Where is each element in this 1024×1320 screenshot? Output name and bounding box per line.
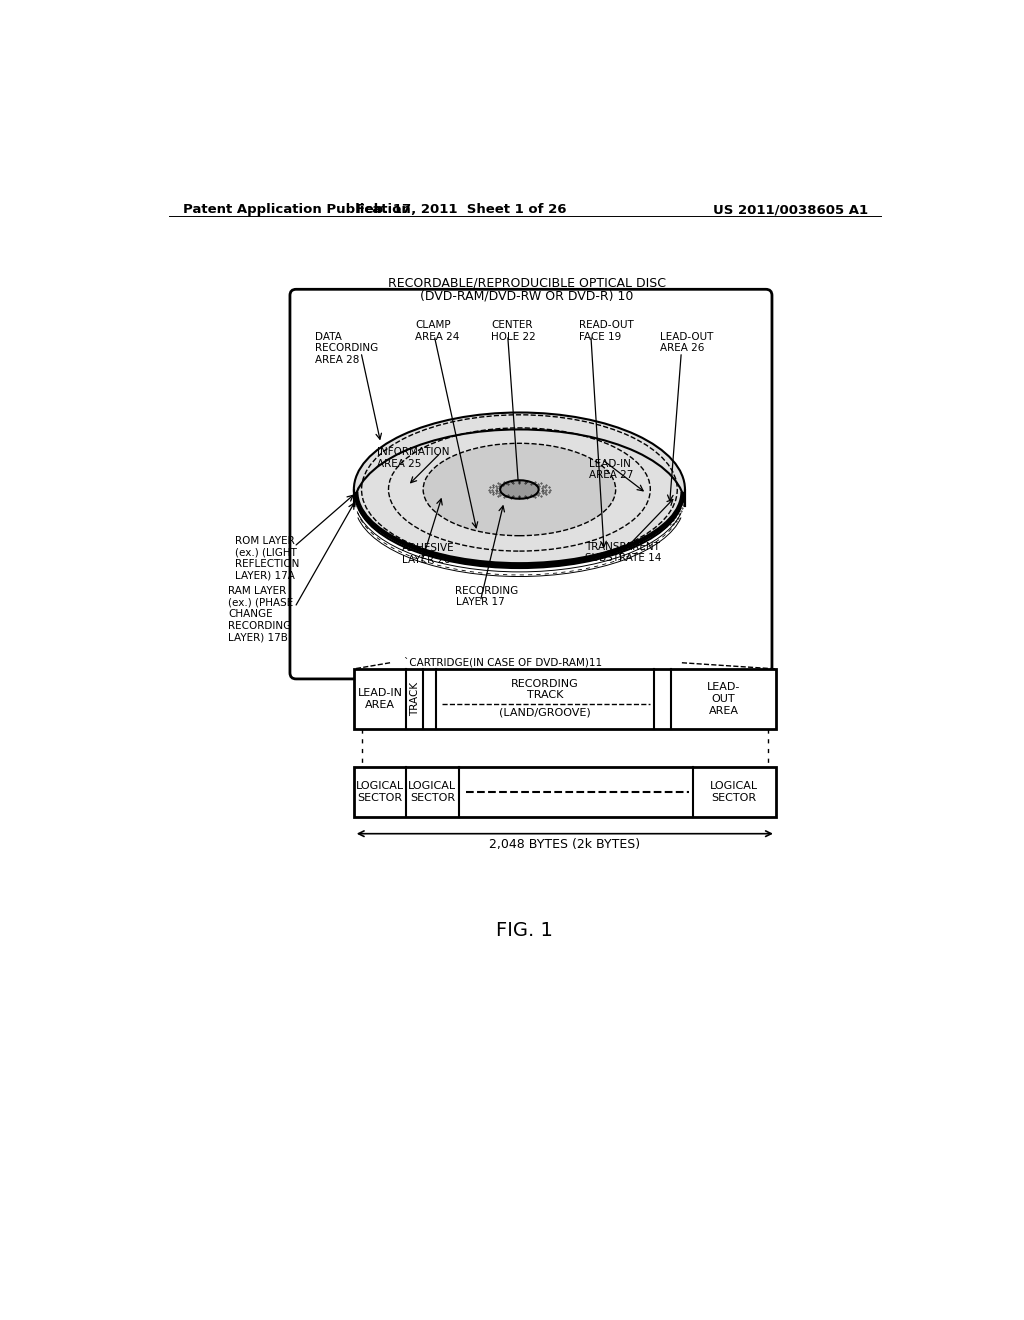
Text: CLAMP
AREA 24: CLAMP AREA 24 [416, 321, 460, 342]
Text: RECORDING
TRACK: RECORDING TRACK [511, 678, 579, 701]
Text: (DVD-RAM/DVD-RW OR DVD-R) 10: (DVD-RAM/DVD-RW OR DVD-R) 10 [421, 289, 634, 302]
Text: LOGICAL
SECTOR: LOGICAL SECTOR [409, 781, 457, 803]
Text: US 2011/0038605 A1: US 2011/0038605 A1 [713, 203, 868, 216]
Text: RECORDABLE/REPRODUCIBLE OPTICAL DISC: RECORDABLE/REPRODUCIBLE OPTICAL DISC [388, 276, 666, 289]
Text: 2,048 BYTES (2k BYTES): 2,048 BYTES (2k BYTES) [489, 838, 640, 850]
Text: RECORDING
LAYER 17: RECORDING LAYER 17 [456, 586, 519, 607]
Text: LOGICAL
SECTOR: LOGICAL SECTOR [356, 781, 404, 803]
Text: Feb. 17, 2011  Sheet 1 of 26: Feb. 17, 2011 Sheet 1 of 26 [356, 203, 567, 216]
FancyBboxPatch shape [290, 289, 772, 678]
Text: TRANSPARENT
SUBSTRATE 14: TRANSPARENT SUBSTRATE 14 [585, 543, 662, 564]
Text: CENTER
HOLE 22: CENTER HOLE 22 [490, 321, 536, 342]
Ellipse shape [423, 444, 615, 536]
Ellipse shape [354, 412, 685, 566]
Text: LEAD-
OUT
AREA: LEAD- OUT AREA [707, 682, 740, 715]
Text: LEAD-OUT
AREA 26: LEAD-OUT AREA 26 [660, 331, 714, 354]
Text: LEAD-IN
AREA: LEAD-IN AREA [357, 688, 402, 710]
Text: INFORMATION
AREA 25: INFORMATION AREA 25 [377, 447, 450, 469]
Text: TRACK: TRACK [410, 682, 420, 715]
Text: DATA
RECORDING
AREA 28: DATA RECORDING AREA 28 [315, 331, 379, 364]
Text: ADHESIVE
LAYER 20: ADHESIVE LAYER 20 [401, 544, 455, 565]
Text: `CARTRIDGE(IN CASE OF DVD-RAM)11: `CARTRIDGE(IN CASE OF DVD-RAM)11 [403, 657, 602, 668]
Text: ROM LAYER
(ex.) (LIGHT
REFLECTION
LAYER) 17A: ROM LAYER (ex.) (LIGHT REFLECTION LAYER)… [234, 536, 299, 581]
Text: LOGICAL
SECTOR: LOGICAL SECTOR [711, 781, 759, 803]
Text: READ-OUT
FACE 19: READ-OUT FACE 19 [579, 321, 634, 342]
Text: LEAD-IN
AREA 27: LEAD-IN AREA 27 [589, 459, 633, 480]
Text: RAM LAYER
(ex.) (PHASE
CHANGE
RECORDING
LAYER) 17B: RAM LAYER (ex.) (PHASE CHANGE RECORDING … [228, 586, 294, 642]
Bar [354, 767, 776, 817]
Text: FIG. 1: FIG. 1 [497, 921, 553, 940]
Bar [354, 669, 776, 729]
Ellipse shape [500, 480, 539, 499]
Text: (LAND/GROOVE): (LAND/GROOVE) [499, 708, 591, 717]
Text: Patent Application Publication: Patent Application Publication [183, 203, 411, 216]
